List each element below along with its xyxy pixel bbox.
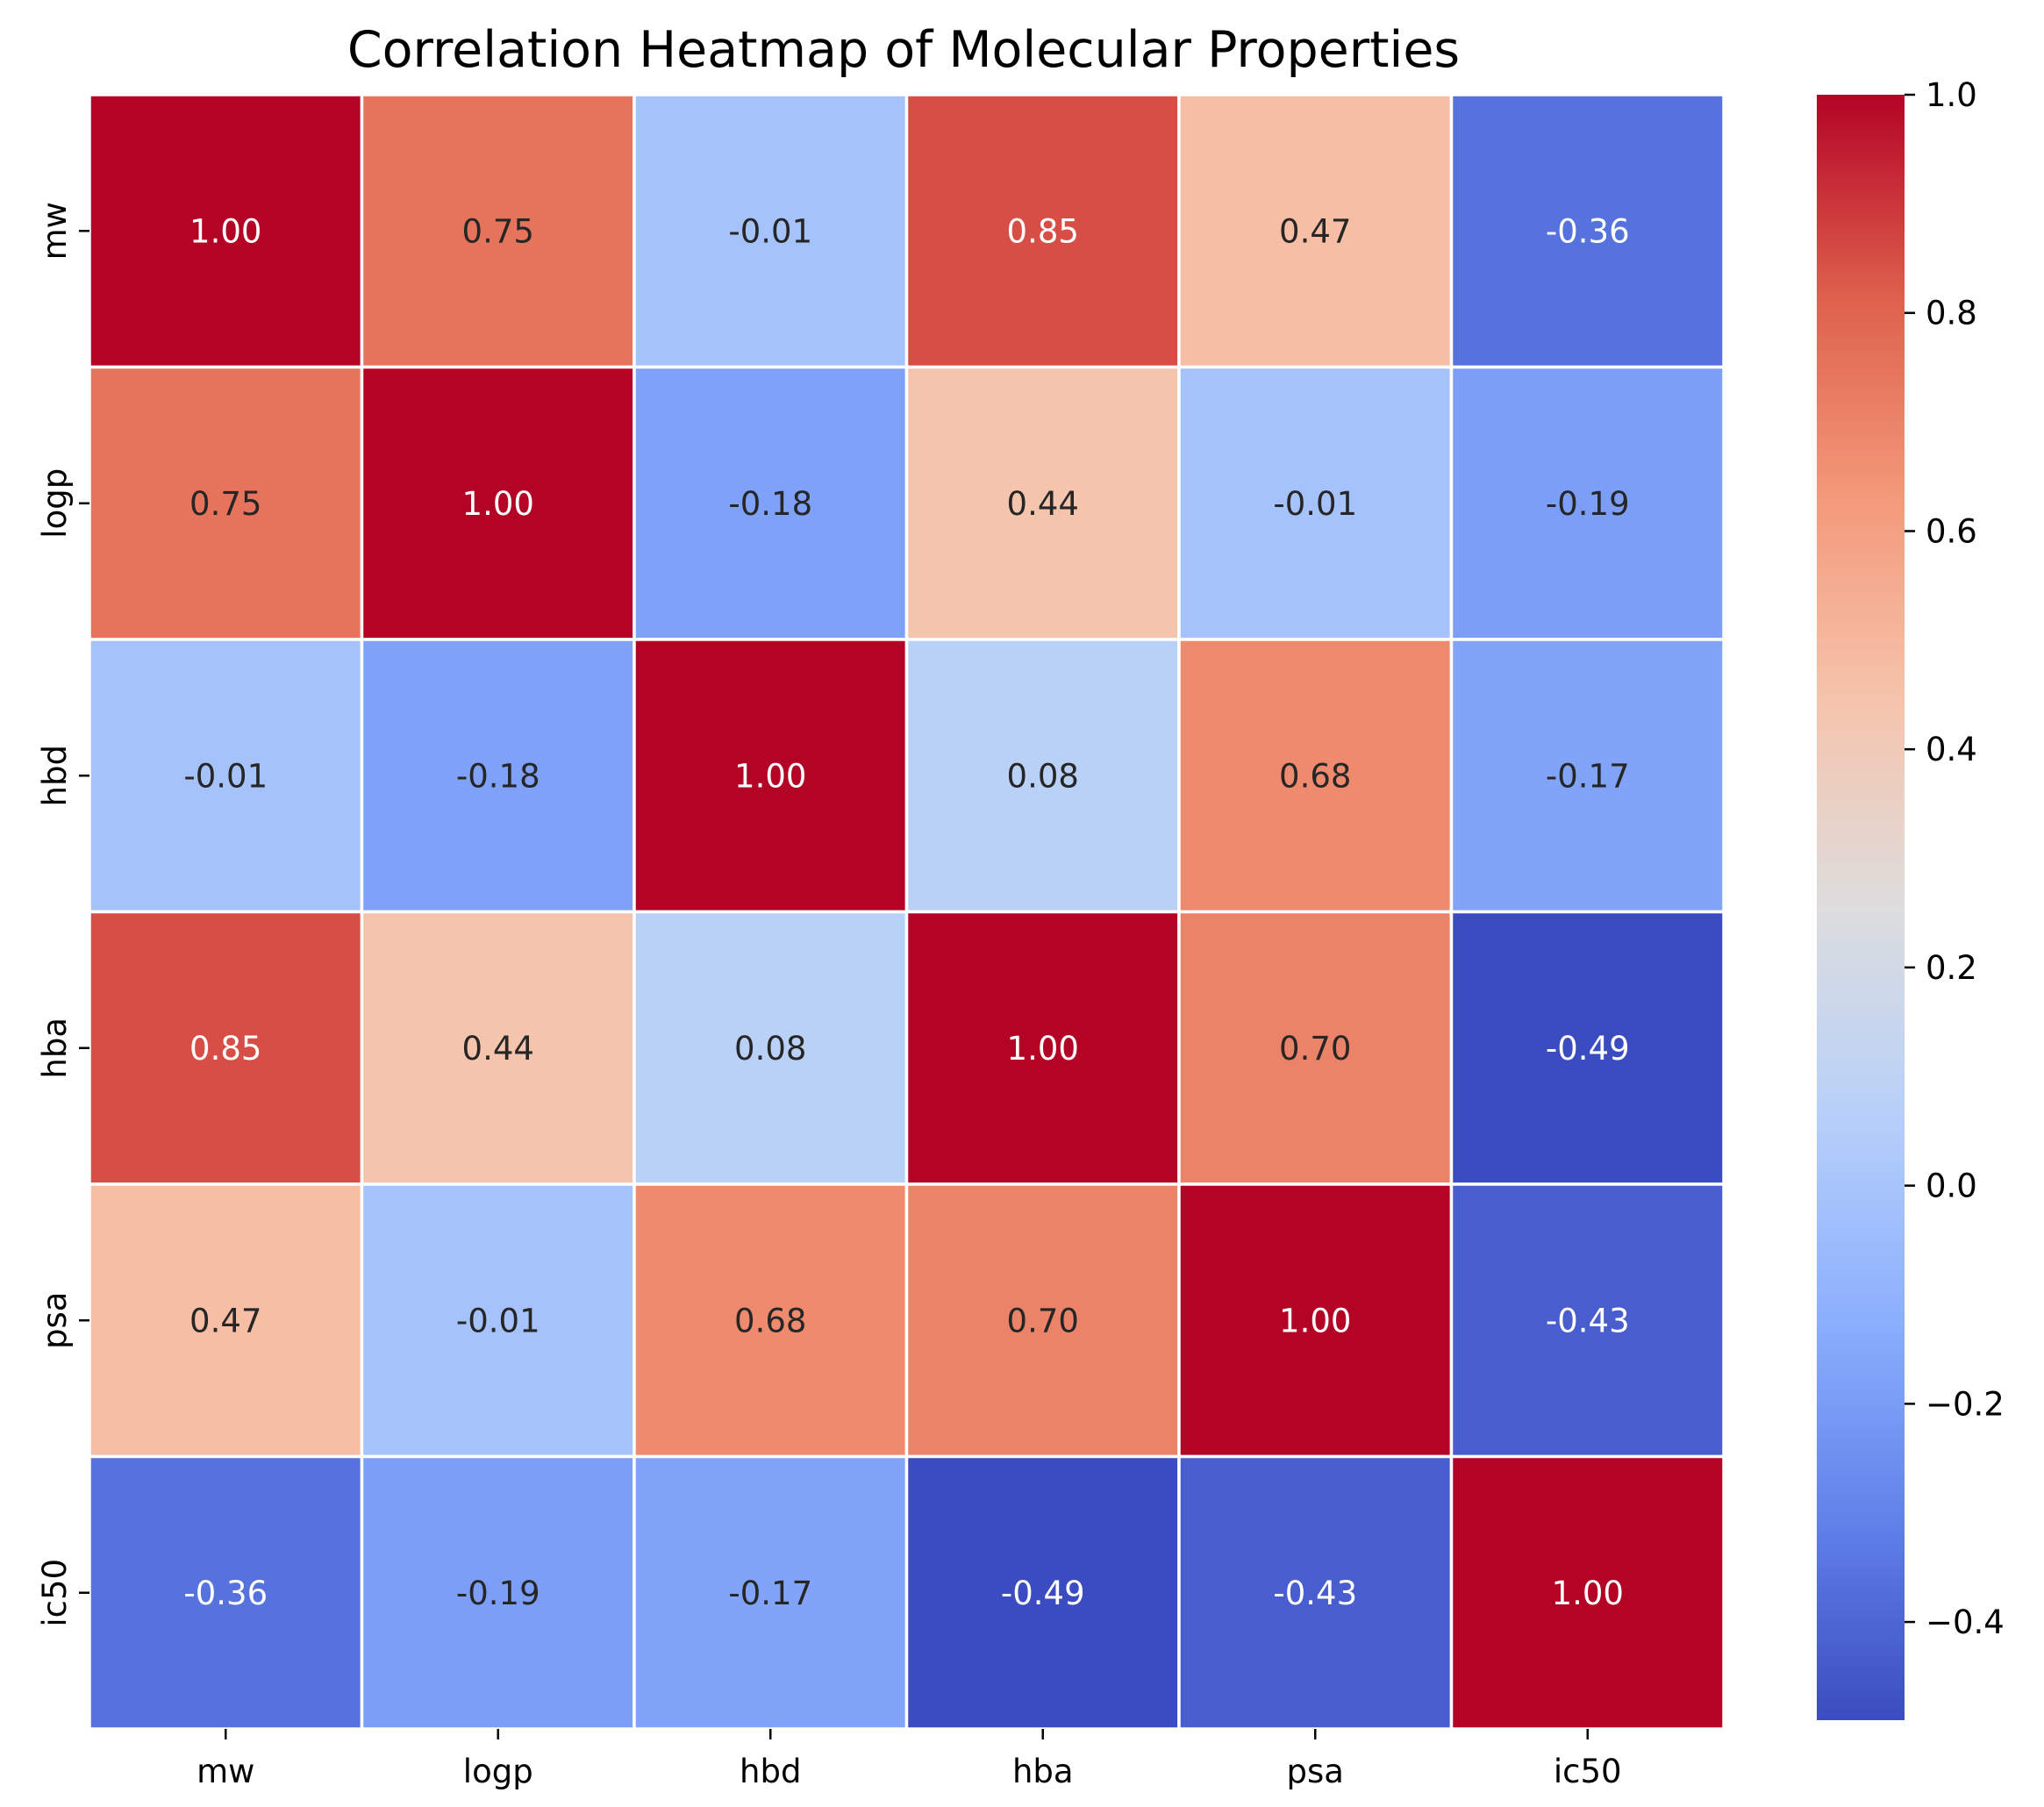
cell-value-label: 0.47 bbox=[1279, 212, 1351, 250]
heatmap-cell bbox=[1449, 910, 1726, 1186]
x-tick-label: hbd bbox=[740, 1753, 801, 1790]
heatmap-cell bbox=[1449, 93, 1726, 369]
cell-value-label: 0.68 bbox=[1279, 757, 1351, 795]
cell-value-label: 1.00 bbox=[462, 485, 534, 523]
heatmap-cell bbox=[1449, 1454, 1726, 1731]
cell-value-label: 1.00 bbox=[1552, 1575, 1624, 1612]
cell-value-label: -0.19 bbox=[456, 1575, 540, 1612]
cell-value-label: -0.43 bbox=[1273, 1575, 1357, 1612]
cell-value-label: -0.36 bbox=[1546, 212, 1630, 250]
cell-value-label: -0.36 bbox=[183, 1575, 268, 1612]
heatmap-cell bbox=[1449, 365, 1726, 641]
x-tick-label: logp bbox=[463, 1753, 533, 1790]
y-tick-label: mw bbox=[36, 202, 74, 260]
colorbar-tick-label: 0.4 bbox=[1926, 731, 1977, 768]
cell-value-label: -0.18 bbox=[456, 757, 540, 795]
heatmap-cell bbox=[904, 1182, 1181, 1459]
y-tick-label: hbd bbox=[36, 745, 74, 806]
x-tick-label: mw bbox=[197, 1753, 254, 1790]
heatmap-cell bbox=[88, 1454, 364, 1731]
cell-value-label: -0.01 bbox=[1273, 485, 1357, 523]
x-tick-label: hba bbox=[1012, 1753, 1074, 1790]
heatmap-cell bbox=[88, 93, 364, 369]
heatmap-cell bbox=[88, 638, 364, 914]
chart-title: Correlation Heatmap of Molecular Propert… bbox=[347, 21, 1460, 79]
heatmap-cell bbox=[632, 93, 909, 369]
cell-value-label: -0.01 bbox=[728, 212, 812, 250]
cell-value-label: -0.17 bbox=[1546, 757, 1630, 795]
heatmap-cell bbox=[360, 93, 636, 369]
cell-value-label: -0.01 bbox=[183, 757, 268, 795]
cell-value-label: 0.68 bbox=[734, 1302, 806, 1339]
colorbar-tick-label: 0.6 bbox=[1926, 512, 1977, 550]
cell-value-label: 1.00 bbox=[734, 757, 806, 795]
cell-value-label: 1.00 bbox=[1279, 1302, 1351, 1339]
x-axis: mw logp hbd hba psa ic50 bbox=[197, 1729, 1622, 1790]
cell-annotations: 1.00 0.75 -0.01 0.85 0.47 -0.36 0.75 1.00 -0.18 0… bbox=[183, 212, 1629, 1612]
heatmap-cell bbox=[360, 365, 636, 641]
cell-value-label: -0.49 bbox=[1546, 1030, 1630, 1068]
heatmap-cell bbox=[360, 910, 636, 1186]
y-tick-label: ic50 bbox=[36, 1559, 74, 1627]
x-tick-label: ic50 bbox=[1554, 1753, 1622, 1790]
heatmap-cell bbox=[1177, 1454, 1454, 1731]
cell-value-label: -0.18 bbox=[728, 485, 812, 523]
cell-value-label: 0.85 bbox=[1007, 212, 1079, 250]
heatmap-cell bbox=[632, 638, 909, 914]
heatmap-cell bbox=[1177, 638, 1454, 914]
cell-value-label: -0.01 bbox=[456, 1302, 540, 1339]
heatmap-cell bbox=[360, 638, 636, 914]
cell-value-label: -0.17 bbox=[728, 1575, 812, 1612]
heatmap-cell bbox=[1449, 1182, 1726, 1459]
heatmap-cell bbox=[632, 910, 909, 1186]
heatmap-cell bbox=[904, 365, 1181, 641]
cell-value-label: 1.00 bbox=[189, 212, 261, 250]
heatmap-cell bbox=[904, 638, 1181, 914]
y-axis: mw logp hbd hba psa ic50 bbox=[36, 202, 89, 1627]
heatmap-cell bbox=[1177, 910, 1454, 1186]
y-tick-label: hba bbox=[36, 1018, 74, 1079]
heatmap-cell bbox=[1177, 1182, 1454, 1459]
cell-value-label: 0.85 bbox=[189, 1030, 261, 1068]
cell-value-label: 0.44 bbox=[462, 1030, 534, 1068]
colorbar-tick-label: 0.2 bbox=[1926, 949, 1977, 987]
x-tick-label: psa bbox=[1287, 1753, 1344, 1790]
heatmap-cells bbox=[88, 93, 1726, 1731]
cell-value-label: 0.75 bbox=[189, 485, 261, 523]
heatmap-cell bbox=[88, 910, 364, 1186]
cell-value-label: -0.19 bbox=[1546, 485, 1630, 523]
colorbar-tick-label: 0.8 bbox=[1926, 295, 1977, 332]
heatmap-cell bbox=[88, 1182, 364, 1459]
cell-value-label: 0.47 bbox=[189, 1302, 261, 1339]
colorbar-tick-label: −0.2 bbox=[1926, 1385, 2005, 1423]
colorbar-gradient bbox=[1817, 95, 1905, 1720]
cell-value-label: 1.00 bbox=[1007, 1030, 1079, 1068]
heatmap-cell bbox=[1449, 638, 1726, 914]
colorbar-tick-label: 0.0 bbox=[1926, 1168, 1977, 1205]
cell-value-label: 0.08 bbox=[1007, 757, 1079, 795]
cell-value-label: -0.43 bbox=[1546, 1302, 1630, 1339]
cell-value-label: 0.70 bbox=[1279, 1030, 1351, 1068]
cell-value-label: 0.75 bbox=[462, 212, 534, 250]
heatmap-cell bbox=[1177, 93, 1454, 369]
heatmap-cell bbox=[632, 1182, 909, 1459]
y-tick-label: logp bbox=[36, 468, 74, 539]
colorbar-tick-label: 1.0 bbox=[1926, 76, 1977, 114]
cell-value-label: 0.44 bbox=[1007, 485, 1079, 523]
cell-value-label: 0.08 bbox=[734, 1030, 806, 1068]
heatmap-cell bbox=[904, 93, 1181, 369]
heatmap-cell bbox=[904, 910, 1181, 1186]
y-tick-label: psa bbox=[36, 1292, 74, 1349]
colorbar-tick-label: −0.4 bbox=[1926, 1603, 2005, 1641]
colorbar: 1.0 0.8 0.6 0.4 0.2 0.0 −0.2 −0.4 bbox=[1817, 76, 2005, 1720]
cell-value-label: 0.70 bbox=[1007, 1302, 1079, 1339]
cell-value-label: -0.49 bbox=[1001, 1575, 1085, 1612]
